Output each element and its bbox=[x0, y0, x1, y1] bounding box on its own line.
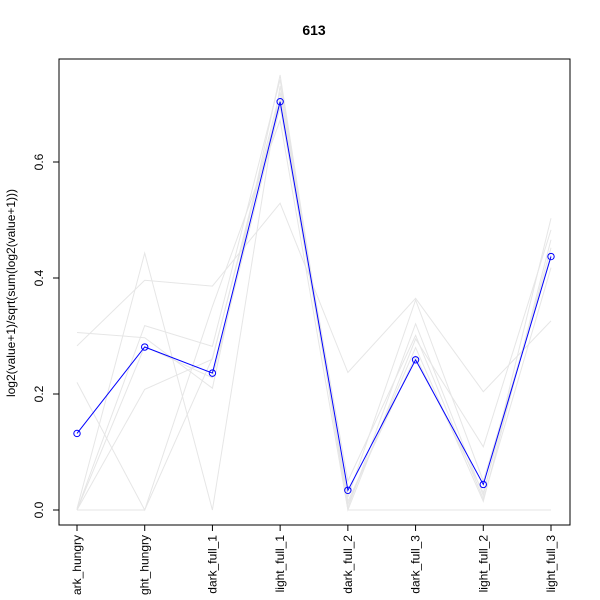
background-series-line-8 bbox=[77, 99, 552, 511]
highlight-point-dark_hungry bbox=[73, 429, 81, 438]
y-tick-label: 0.4 bbox=[32, 269, 46, 286]
y-tick-label: 0.2 bbox=[32, 385, 46, 402]
x-tick-label: light_full_1 bbox=[273, 535, 287, 593]
y-axis: 0.0 0.2 0.4 0.6 bbox=[32, 153, 60, 518]
highlight-point-light_full_3 bbox=[547, 252, 555, 261]
background-series-line-3 bbox=[76, 118, 552, 512]
y-tick-label: 0.0 bbox=[32, 501, 46, 518]
chart-title: 613 bbox=[302, 22, 326, 38]
highlight-series-line bbox=[76, 101, 552, 492]
x-tick-label: light_full_3 bbox=[544, 535, 558, 593]
highlight-point-dark_full_1 bbox=[208, 369, 217, 377]
highlight-point-dark_full_3 bbox=[411, 356, 420, 364]
highlight-point-light_full_2 bbox=[479, 480, 487, 489]
highlight-series-group bbox=[73, 97, 555, 494]
x-tick-label: dark_full_2 bbox=[341, 535, 355, 594]
x-tick-label: ght_hungry bbox=[138, 535, 152, 595]
highlight-point-dark_full_2 bbox=[344, 486, 352, 494]
x-tick-label: dark_full_1 bbox=[205, 535, 219, 594]
background-series-group bbox=[76, 74, 552, 512]
y-tick-label: 0.6 bbox=[32, 153, 46, 170]
highlight-point-light_hungry bbox=[141, 343, 149, 351]
highlight-point-light_full_1 bbox=[276, 97, 284, 106]
x-tick-label: dark_full_3 bbox=[409, 535, 423, 594]
x-axis: ark_hungry ght_hungry dark_full_1 light_ful… bbox=[70, 524, 558, 595]
y-axis-label: log2(value+1)/sqrt(sum(log2(value+1))) bbox=[4, 189, 18, 397]
background-series-line-7 bbox=[76, 106, 552, 511]
x-tick-label: ark_hungry bbox=[70, 535, 84, 595]
x-tick-label: light_full_2 bbox=[476, 535, 490, 593]
